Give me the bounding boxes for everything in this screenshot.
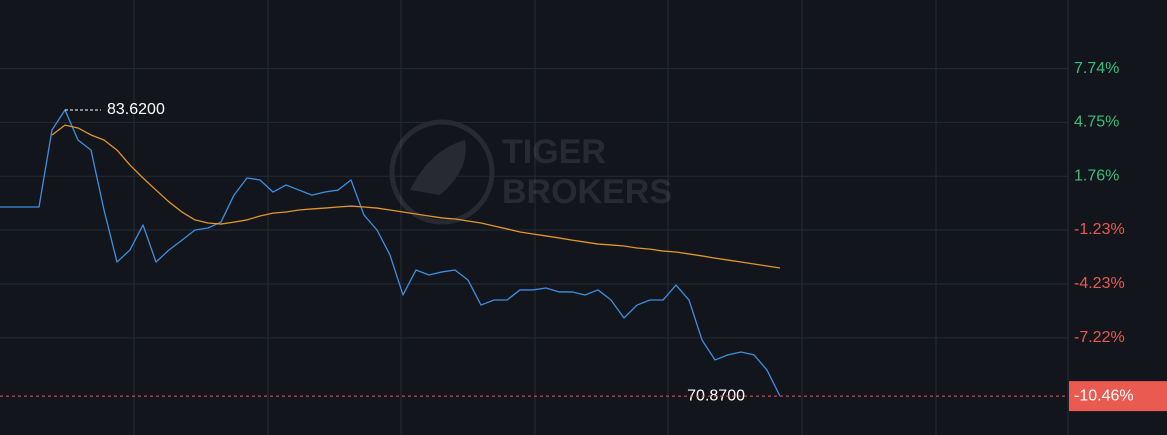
last-change-label: -10.46% xyxy=(1074,387,1134,404)
y-tick-label: -1.23% xyxy=(1074,221,1125,238)
average-line xyxy=(51,124,781,269)
price-line xyxy=(0,109,781,397)
watermark: TIGER BROKERS xyxy=(389,119,672,225)
watermark-text: TIGER xyxy=(502,133,606,171)
y-tick-label: 1.76% xyxy=(1074,167,1119,184)
vertical-grid xyxy=(133,0,1069,435)
watermark-text: BROKERS xyxy=(502,173,672,211)
high-label: 83.6200 xyxy=(107,101,165,118)
y-tick-label: -4.23% xyxy=(1074,275,1125,292)
last-change-badge xyxy=(1069,381,1167,412)
y-tick-label: 4.75% xyxy=(1074,114,1119,131)
watermark-logo xyxy=(410,140,466,195)
y-tick-label: 7.74% xyxy=(1074,60,1119,77)
y-tick-label: -7.22% xyxy=(1074,329,1125,346)
